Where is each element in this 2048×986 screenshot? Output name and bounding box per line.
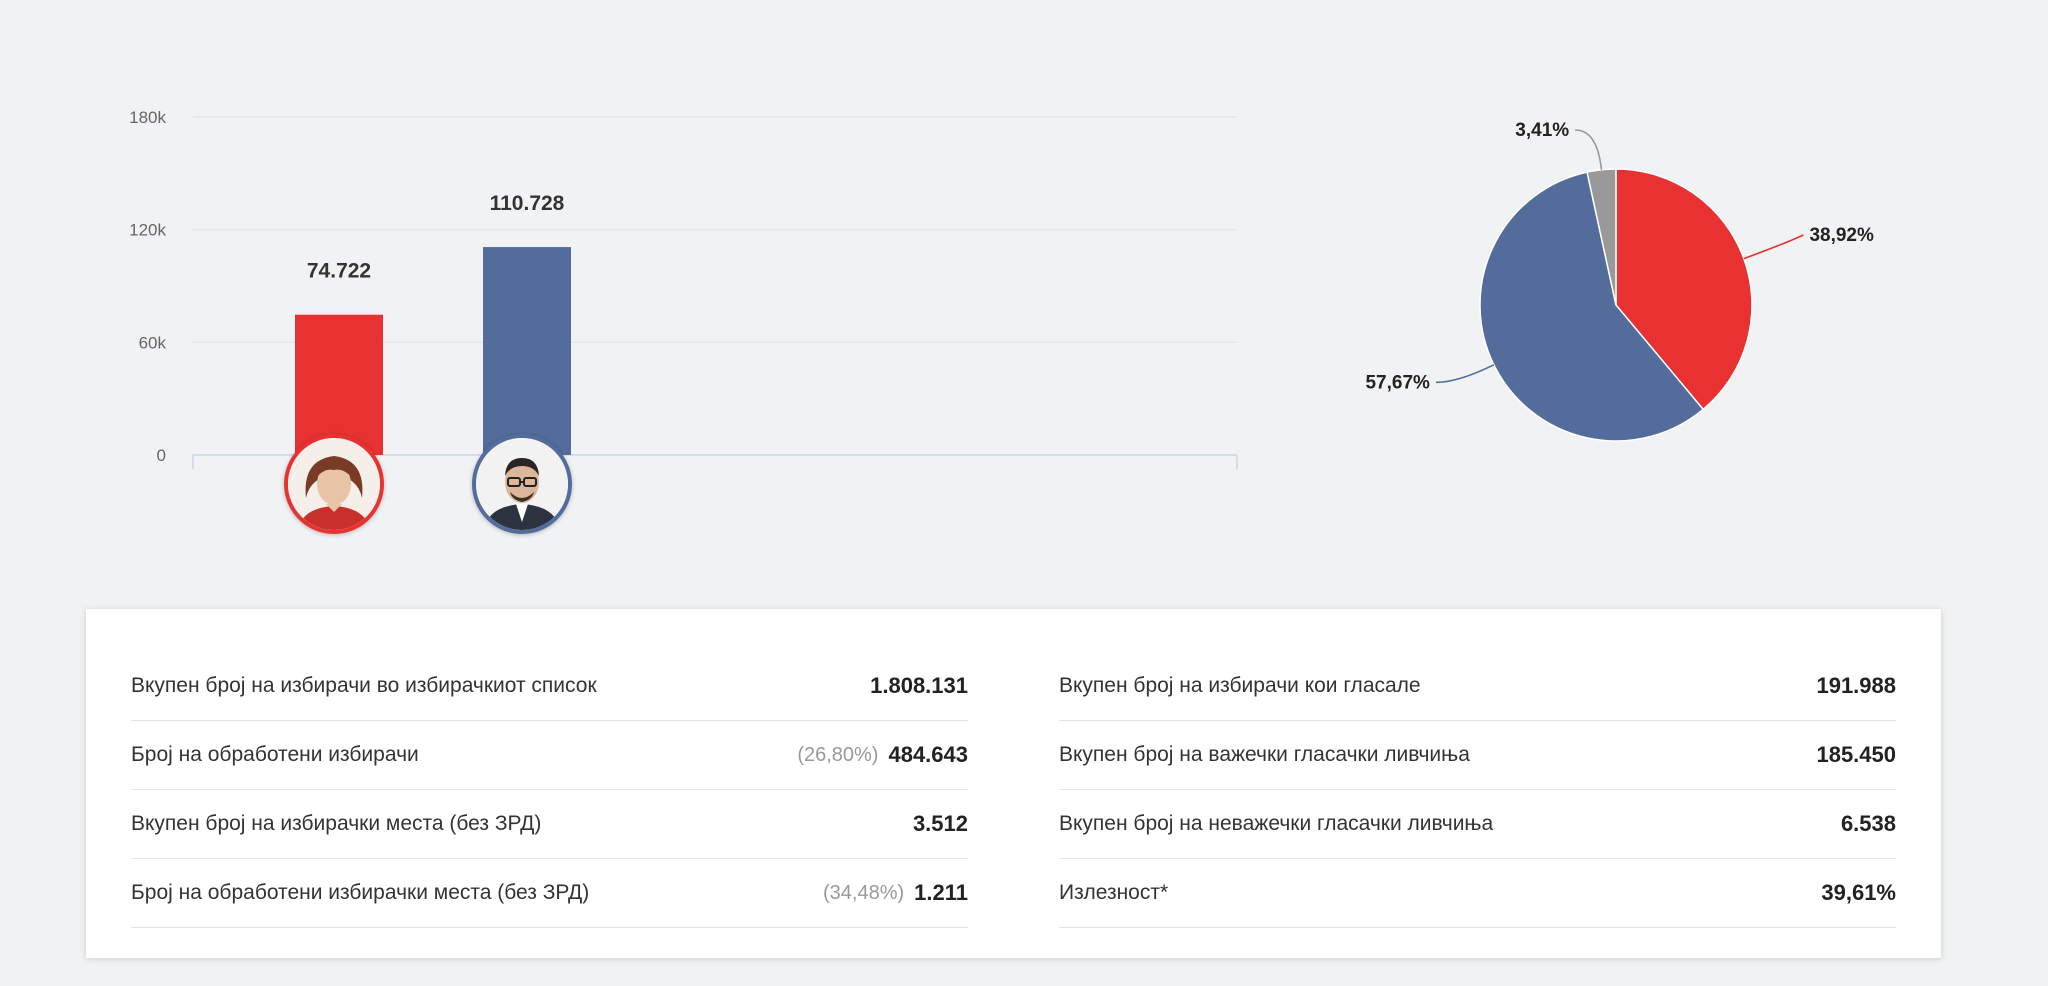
stat-label: Вкупен број на избирачи во избирачкиот с… [131,674,597,697]
stat-percentage: (34,48%) [823,881,905,904]
stat-row: Излезност* 39,61% [1059,859,1896,928]
stat-row: Број на обработени избирачи (26,80%) 484… [131,721,968,790]
stat-label: Број на обработени избирачи [131,743,419,766]
stat-value: 6.538 [1840,811,1896,836]
pie-slice-label: 57,67% [1365,372,1430,393]
stat-value: 1.808.131 [870,673,968,698]
stat-row: Вкупен број на важечки гласачки ливчиња … [1059,721,1896,790]
bar-value-label: 110.728 [490,192,565,215]
bar-value-label: 74.722 [307,260,371,283]
pie-leader-line [1575,129,1603,170]
candidate-avatar-2 [472,434,572,534]
stat-row: Вкупен број на избирачи во избирачкиот с… [131,652,968,721]
bar [483,247,571,455]
stat-label: Вкупен број на избирачи кои гласале [1059,674,1421,697]
stats-column-right: Вкупен број на избирачи кои гласале 191.… [1059,652,1896,928]
y-tick-label: 180k [129,108,166,127]
y-tick-label: 60k [139,333,167,352]
pie-slice [1615,168,1753,411]
stat-value: 191.988 [1816,673,1896,698]
bar-marks: 74.722 110.728 [295,192,571,455]
y-tick-label: 0 [157,446,166,465]
stat-label: Број на обработени избирачки места (без … [131,881,590,904]
stat-percentage: (26,80%) [797,743,879,766]
stat-value: 1.211 [914,880,968,905]
stat-label: Вкупен број на избирачки места (без ЗРД) [131,812,542,835]
stat-value: 39,61% [1821,880,1896,905]
stat-value: 3.512 [912,811,968,836]
pie-leader-line [1435,364,1495,384]
bar-axis-labels: 0 60k 120k 180k [129,108,166,465]
pie-slice [1586,168,1617,306]
pie-slice-label: 38,92% [1809,225,1874,246]
stat-row: Број на обработени избирачки места (без … [131,859,968,928]
pie-labels: 38,92% 57,67% 3,41% [1365,120,1874,393]
stat-value: 185.450 [1816,742,1896,767]
stat-label: Излезност* [1059,881,1169,904]
stat-label: Вкупен број на важечки гласачки ливчиња [1059,743,1470,766]
pie-slice [1479,171,1705,442]
bar [295,314,383,455]
stat-row: Вкупен број на избирачки места (без ЗРД)… [131,790,968,859]
bar-chart: 0 60k 120k 180k 74.722 110.728 [129,108,1238,469]
stat-label: Вкупен број на неважечки гласачки ливчињ… [1059,812,1494,835]
stat-value: 484.643 [888,742,968,767]
y-tick-label: 120k [129,221,166,240]
stats-panel: Вкупен број на избирачи во избирачкиот с… [86,609,1941,958]
pie-chart: 38,92% 57,67% 3,41% [1365,120,1874,442]
stat-row: Вкупен број на избирачи кои гласале 191.… [1059,652,1896,721]
pie-slices [1479,168,1753,442]
stat-row: Вкупен број на неважечки гласачки ливчињ… [1059,790,1896,859]
pie-slice-label: 3,41% [1515,120,1569,141]
stats-column-left: Вкупен број на избирачи во избирачкиот с… [131,652,968,928]
candidate-avatar-1 [284,434,384,534]
person-photo-icon [476,438,568,530]
pie-leader-line [1743,234,1804,260]
person-photo-icon [288,438,380,530]
